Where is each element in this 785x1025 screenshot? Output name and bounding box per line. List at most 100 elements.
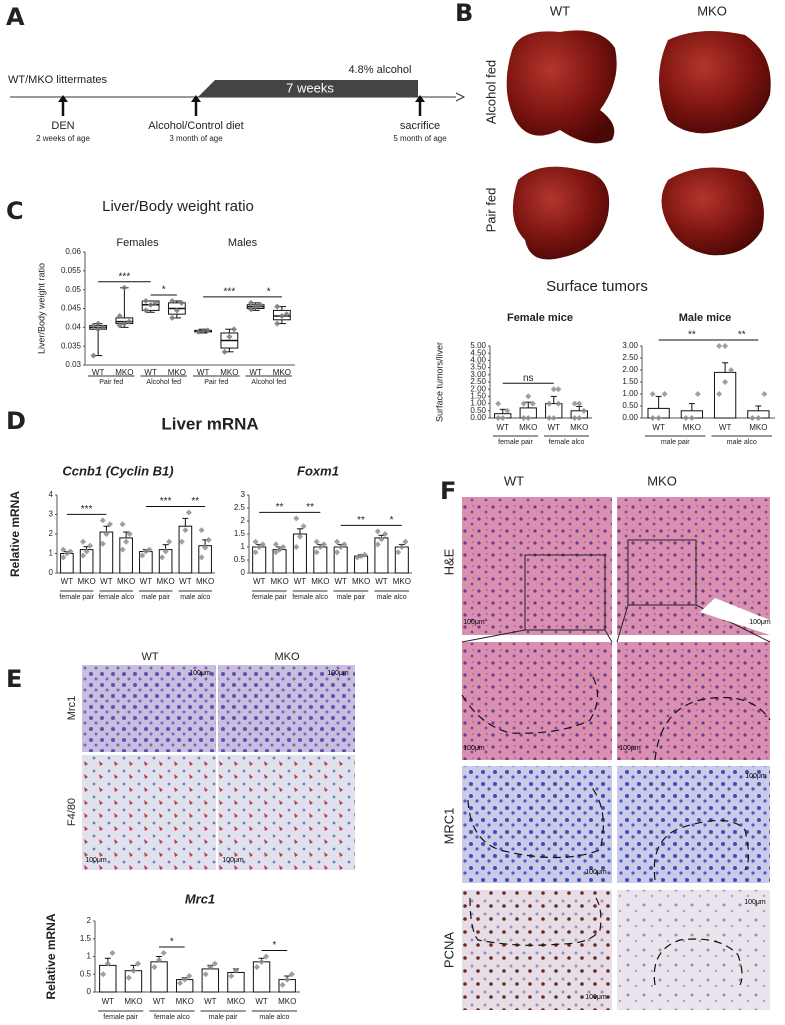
y-tick-label: 3.00	[622, 341, 638, 350]
data-point	[195, 328, 202, 335]
data-point	[231, 326, 238, 333]
significance-label: ***	[81, 504, 93, 515]
y-tick-label: 2.00	[470, 384, 486, 393]
group-label: male pair	[209, 1014, 238, 1021]
data-point	[495, 415, 502, 421]
x-tick-label: MKO	[570, 423, 588, 432]
x-tick-label: WT	[255, 997, 268, 1006]
den-age: 2 weeks of age	[36, 134, 90, 143]
data-point	[716, 391, 723, 397]
data-point	[398, 544, 405, 550]
x-tick-label: MKO	[393, 577, 411, 586]
group-label: female alco	[292, 594, 328, 601]
data-point	[520, 400, 527, 407]
histology-image	[617, 766, 770, 883]
data-point	[198, 554, 205, 561]
group-label: male pair	[336, 594, 365, 601]
x-tick-label: MKO	[168, 368, 186, 377]
data-point	[296, 533, 303, 540]
y-tick-label: 2.00	[622, 365, 638, 374]
y-tick-label: 0.50	[470, 406, 486, 415]
data-point	[546, 400, 553, 407]
data-point	[252, 538, 259, 545]
data-point	[99, 517, 106, 524]
y-tick-label: 2.50	[622, 353, 638, 362]
chart-title: Foxm1	[297, 463, 339, 478]
y-tick-label: 0.00	[470, 413, 486, 422]
data-point	[200, 328, 207, 335]
data-point	[83, 548, 90, 555]
group-label: female alco	[98, 594, 134, 601]
data-point	[276, 546, 283, 553]
y-tick-label: 2.50	[470, 377, 486, 386]
data-point	[182, 527, 189, 534]
data-point	[169, 314, 176, 321]
x-tick-label: MKO	[115, 368, 133, 377]
data-point	[649, 391, 656, 397]
data-point	[571, 400, 578, 407]
sacrifice: sacrifice	[400, 120, 440, 132]
data-point	[247, 306, 254, 313]
significance-label: **	[276, 502, 284, 513]
x-tick-label: WT	[294, 577, 307, 586]
liver-image	[661, 167, 764, 256]
data-point	[80, 552, 87, 559]
col-label: MKO	[647, 473, 677, 488]
histology-image	[617, 642, 770, 760]
data-point	[374, 541, 381, 548]
x-tick-label: WT	[334, 577, 347, 586]
data-point	[139, 552, 146, 559]
panel-letter: E	[6, 665, 22, 693]
data-point	[221, 348, 228, 355]
data-point	[728, 367, 735, 373]
y-tick-label: 3	[49, 510, 54, 519]
data-point	[317, 544, 324, 550]
y-tick-label: 2	[49, 529, 54, 538]
data-point	[90, 322, 97, 329]
data-point	[109, 949, 116, 956]
data-point	[166, 538, 173, 545]
data-point	[682, 415, 689, 421]
data-point	[274, 303, 281, 310]
y-axis-label: Relative mRNA	[8, 491, 22, 577]
data-point	[334, 538, 341, 545]
x-tick-label: MKO	[352, 577, 370, 586]
y-tick-label: 1.00	[622, 389, 638, 398]
x-tick-label: MKO	[749, 423, 767, 432]
y-axis-label: Surface tumors/liver	[434, 342, 444, 422]
liver-image	[506, 30, 617, 144]
data-point	[555, 400, 562, 407]
chart-title: Ccnb1 (Cyclin B1)	[62, 463, 173, 478]
den: DEN	[51, 120, 74, 132]
significance-label: **	[306, 502, 314, 513]
data-point	[60, 546, 67, 553]
x-tick-label: WT	[102, 997, 115, 1006]
data-point	[116, 313, 123, 320]
significance-label: **	[357, 515, 365, 526]
data-point	[495, 400, 502, 407]
y-tick-label: 0.5	[234, 555, 246, 564]
data-point	[341, 541, 348, 548]
significance-label: **	[738, 330, 746, 341]
data-point	[160, 949, 167, 956]
data-point	[126, 531, 133, 537]
data-point	[116, 322, 123, 329]
data-point	[121, 320, 128, 327]
super-group-label: Females	[116, 237, 159, 249]
data-point	[395, 549, 402, 556]
data-point	[103, 531, 110, 537]
data-point	[378, 536, 385, 543]
data-point	[130, 967, 137, 974]
data-point	[571, 415, 578, 421]
timeline-arrow	[455, 92, 466, 102]
data-point	[259, 541, 266, 548]
group-label: female alco	[154, 1014, 190, 1021]
data-point	[90, 352, 97, 359]
y-axis-label: Relative mRNA	[44, 913, 58, 999]
data-point	[284, 976, 291, 983]
data-point	[146, 546, 153, 553]
x-tick-label: WT	[253, 577, 266, 586]
histology-image	[82, 755, 216, 870]
data-point	[761, 391, 768, 397]
